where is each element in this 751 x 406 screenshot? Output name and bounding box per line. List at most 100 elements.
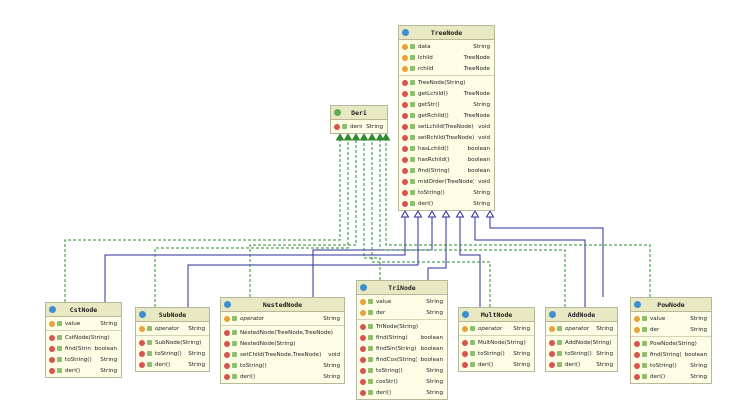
extends-edge xyxy=(474,217,586,307)
member-type: String xyxy=(473,43,490,50)
method-row: CstNode(String) xyxy=(46,332,121,343)
member-type: void xyxy=(328,351,340,358)
method-row: getRchild() TreeNode xyxy=(399,110,494,121)
extends-edge xyxy=(427,217,447,280)
member-type: String xyxy=(473,200,490,207)
visibility-icon xyxy=(642,327,647,332)
member-name: toString() xyxy=(478,350,505,357)
field-row: data String xyxy=(399,41,494,52)
member-icon xyxy=(402,90,408,97)
visibility-icon xyxy=(470,326,475,331)
member-type: String xyxy=(690,326,707,333)
member-icon xyxy=(360,323,366,330)
visibility-icon xyxy=(410,66,415,71)
class-box: CstNode value String CstNode(String) find(St… xyxy=(45,302,122,378)
member-icon xyxy=(360,378,366,385)
member-type: boolean xyxy=(467,156,490,163)
visibility-icon xyxy=(410,135,415,140)
arrow-head xyxy=(485,210,495,218)
member-name: setLchild(TreeNode) xyxy=(418,123,474,130)
member-type: void xyxy=(478,134,490,141)
member-icon xyxy=(402,200,408,207)
class-icon xyxy=(402,29,409,36)
class-name: Deri xyxy=(351,108,367,117)
visibility-icon xyxy=(410,201,415,206)
member-icon xyxy=(402,167,408,174)
method-row: TreeNode(String) xyxy=(399,77,494,88)
method-row: deri() String xyxy=(459,359,534,370)
method-row: find(String) boolean xyxy=(399,165,494,176)
class-name: SubNode xyxy=(158,310,187,319)
member-name: SubNode(String) xyxy=(155,339,202,346)
methods-section: TriNode(String) find(String) boolean findSi… xyxy=(357,320,447,399)
method-row: setRchild(TreeNode) void xyxy=(399,132,494,143)
method-row: deri() String xyxy=(546,359,617,370)
arrow-head xyxy=(400,210,410,218)
member-icon xyxy=(360,298,366,305)
member-name: find(String) xyxy=(65,345,91,352)
fields-section: operator String xyxy=(136,322,209,336)
member-type: String xyxy=(323,373,340,380)
member-name: midOrder(TreeNode) xyxy=(418,178,475,185)
member-icon xyxy=(360,389,366,396)
visibility-icon xyxy=(470,351,475,356)
field-row: der String xyxy=(631,324,711,335)
class-icon xyxy=(334,109,341,116)
method-row: NestedNode(String) xyxy=(221,338,344,349)
class-icon xyxy=(549,311,556,318)
fields-section: value String xyxy=(46,317,121,331)
class-box: SubNode operator String SubNode(String) toSt… xyxy=(135,307,210,372)
member-icon xyxy=(402,101,408,108)
method-row: toString() String xyxy=(136,348,209,359)
member-name: lchild xyxy=(418,54,433,61)
method-row: deri() String xyxy=(46,365,121,376)
method-row: setChild(TreeNode,TreeNode) void xyxy=(221,349,344,360)
member-name: toString() xyxy=(650,362,677,369)
method-row: PowNode(String) xyxy=(631,338,711,349)
member-type: String xyxy=(100,320,117,327)
member-icon xyxy=(549,361,555,368)
member-name: NestedNode(TreeNode,TreeNode) xyxy=(240,329,333,336)
member-icon xyxy=(402,43,408,50)
class-box: Deri deri() String xyxy=(330,105,388,134)
visibility-icon xyxy=(57,335,62,340)
member-type: String xyxy=(188,325,205,332)
member-name: TriNode(String) xyxy=(376,323,419,330)
member-name: value xyxy=(376,298,392,305)
member-name: deri() xyxy=(350,123,362,130)
class-icon xyxy=(634,301,641,308)
class-name: MultNode xyxy=(480,310,513,319)
field-row: value String xyxy=(46,318,121,329)
visibility-icon xyxy=(557,362,562,367)
visibility-icon xyxy=(342,124,347,129)
field-row: value String xyxy=(631,313,711,324)
member-icon xyxy=(402,123,408,130)
member-name: hasLchild() xyxy=(418,145,449,152)
method-row: toString() String xyxy=(357,365,447,376)
member-icon xyxy=(224,351,230,358)
member-icon xyxy=(360,345,366,352)
methods-section: CstNode(String)find(String)booleantoStri… xyxy=(46,331,121,377)
member-type: String xyxy=(596,350,613,357)
extends-edge xyxy=(489,217,604,297)
method-row: getLchild() TreeNode xyxy=(399,88,494,99)
visibility-icon xyxy=(642,374,647,379)
member-icon xyxy=(462,350,468,357)
method-row: MultNode(String) xyxy=(459,337,534,348)
class-name: TreeNode xyxy=(430,28,463,37)
class-box: PowNode value String der String PowNode(Strin… xyxy=(630,297,712,384)
method-row: SubNode(String) xyxy=(136,337,209,348)
member-icon xyxy=(402,178,408,185)
member-name: toString() xyxy=(565,350,592,357)
visibility-icon xyxy=(232,341,237,346)
member-name: hasRchild() xyxy=(418,156,450,163)
class-icon xyxy=(224,301,231,308)
method-row: findCos(String) boolean xyxy=(357,354,447,365)
visibility-icon xyxy=(57,357,62,362)
member-name: MultNode(String) xyxy=(478,339,526,346)
method-row: deri() String xyxy=(331,121,387,132)
member-type: void xyxy=(478,178,490,185)
member-icon xyxy=(49,334,55,341)
methods-section: MultNode(String) toString() String deri() St… xyxy=(459,336,534,371)
member-name: findSin(String) xyxy=(376,345,417,352)
